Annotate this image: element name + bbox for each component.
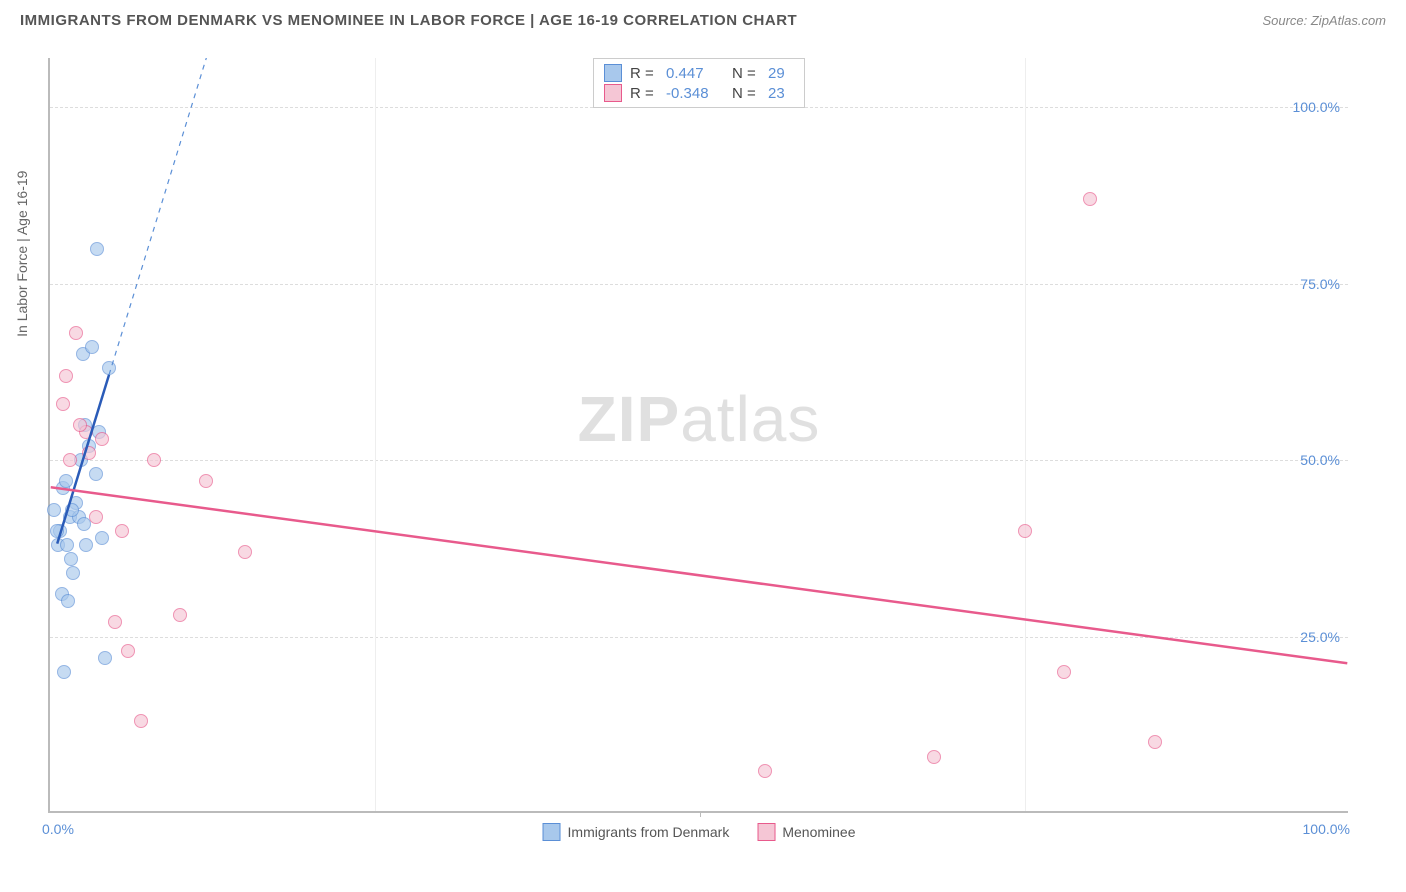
legend-series-label: Menominee bbox=[782, 824, 855, 840]
legend-n-label: N = bbox=[732, 85, 760, 102]
legend-swatch bbox=[543, 823, 561, 841]
scatter-point bbox=[59, 474, 73, 488]
legend-stat-row: R = 0.447 N = 29 bbox=[604, 63, 794, 83]
legend-n-label: N = bbox=[732, 65, 760, 82]
legend-stats: R = 0.447 N = 29 R = -0.348 N = 23 bbox=[593, 58, 805, 108]
trend-line bbox=[109, 58, 245, 375]
scatter-point bbox=[66, 566, 80, 580]
scatter-point bbox=[63, 453, 77, 467]
scatter-point bbox=[134, 714, 148, 728]
gridline-h bbox=[50, 637, 1348, 638]
scatter-point bbox=[173, 608, 187, 622]
gridline-h bbox=[50, 284, 1348, 285]
legend-swatch bbox=[604, 84, 622, 102]
scatter-point bbox=[108, 615, 122, 629]
legend-r-value: -0.348 bbox=[666, 85, 724, 102]
scatter-point bbox=[238, 545, 252, 559]
scatter-point bbox=[1018, 524, 1032, 538]
legend-series-item: Menominee bbox=[757, 823, 855, 841]
scatter-point bbox=[85, 340, 99, 354]
scatter-point bbox=[90, 242, 104, 256]
legend-r-label: R = bbox=[630, 85, 658, 102]
scatter-point bbox=[60, 538, 74, 552]
scatter-point bbox=[95, 531, 109, 545]
y-tick-label: 75.0% bbox=[1300, 276, 1340, 292]
gridline-v bbox=[1025, 58, 1026, 811]
legend-swatch bbox=[757, 823, 775, 841]
scatter-point bbox=[59, 369, 73, 383]
y-tick-label: 25.0% bbox=[1300, 629, 1340, 645]
scatter-point bbox=[1148, 735, 1162, 749]
x-tick bbox=[700, 811, 701, 817]
scatter-point bbox=[199, 474, 213, 488]
scatter-point bbox=[102, 361, 116, 375]
scatter-point bbox=[64, 552, 78, 566]
scatter-point bbox=[69, 326, 83, 340]
scatter-point bbox=[147, 453, 161, 467]
legend-n-value: 29 bbox=[768, 65, 794, 82]
x-tick-label: 0.0% bbox=[42, 821, 74, 837]
scatter-point bbox=[115, 524, 129, 538]
legend-n-value: 23 bbox=[768, 85, 794, 102]
legend-series-label: Immigrants from Denmark bbox=[568, 824, 730, 840]
gridline-v bbox=[375, 58, 376, 811]
scatter-point bbox=[50, 524, 64, 538]
legend-stat-row: R = -0.348 N = 23 bbox=[604, 83, 794, 103]
scatter-chart: ZIPatlas R =0.447N =29R =-0.348N =23 Imm… bbox=[48, 58, 1348, 813]
watermark: ZIPatlas bbox=[578, 382, 821, 456]
scatter-point bbox=[61, 594, 75, 608]
legend-series: Immigrants from Denmark Menominee bbox=[543, 823, 856, 841]
scatter-point bbox=[758, 764, 772, 778]
gridline-h bbox=[50, 460, 1348, 461]
scatter-point bbox=[927, 750, 941, 764]
trend-lines-layer bbox=[50, 58, 1348, 811]
scatter-point bbox=[79, 538, 93, 552]
scatter-point bbox=[98, 651, 112, 665]
x-tick-label: 100.0% bbox=[1303, 821, 1350, 837]
legend-swatch bbox=[604, 64, 622, 82]
chart-title: IMMIGRANTS FROM DENMARK VS MENOMINEE IN … bbox=[20, 12, 797, 29]
y-axis-label: In Labor Force | Age 16-19 bbox=[14, 171, 30, 337]
scatter-point bbox=[1057, 665, 1071, 679]
scatter-point bbox=[82, 446, 96, 460]
scatter-point bbox=[65, 503, 79, 517]
watermark-rest: atlas bbox=[680, 383, 820, 455]
legend-r-label: R = bbox=[630, 65, 658, 82]
scatter-point bbox=[1083, 192, 1097, 206]
scatter-point bbox=[121, 644, 135, 658]
chart-header: IMMIGRANTS FROM DENMARK VS MENOMINEE IN … bbox=[0, 0, 1406, 37]
legend-r-value: 0.447 bbox=[666, 65, 724, 82]
scatter-point bbox=[56, 397, 70, 411]
scatter-point bbox=[89, 510, 103, 524]
chart-source: Source: ZipAtlas.com bbox=[1262, 13, 1386, 28]
y-tick-label: 100.0% bbox=[1293, 99, 1340, 115]
scatter-point bbox=[47, 503, 61, 517]
scatter-point bbox=[57, 665, 71, 679]
scatter-point bbox=[73, 418, 87, 432]
legend-series-item: Immigrants from Denmark bbox=[543, 823, 730, 841]
scatter-point bbox=[95, 432, 109, 446]
watermark-bold: ZIP bbox=[578, 383, 681, 455]
scatter-point bbox=[89, 467, 103, 481]
y-tick-label: 50.0% bbox=[1300, 452, 1340, 468]
